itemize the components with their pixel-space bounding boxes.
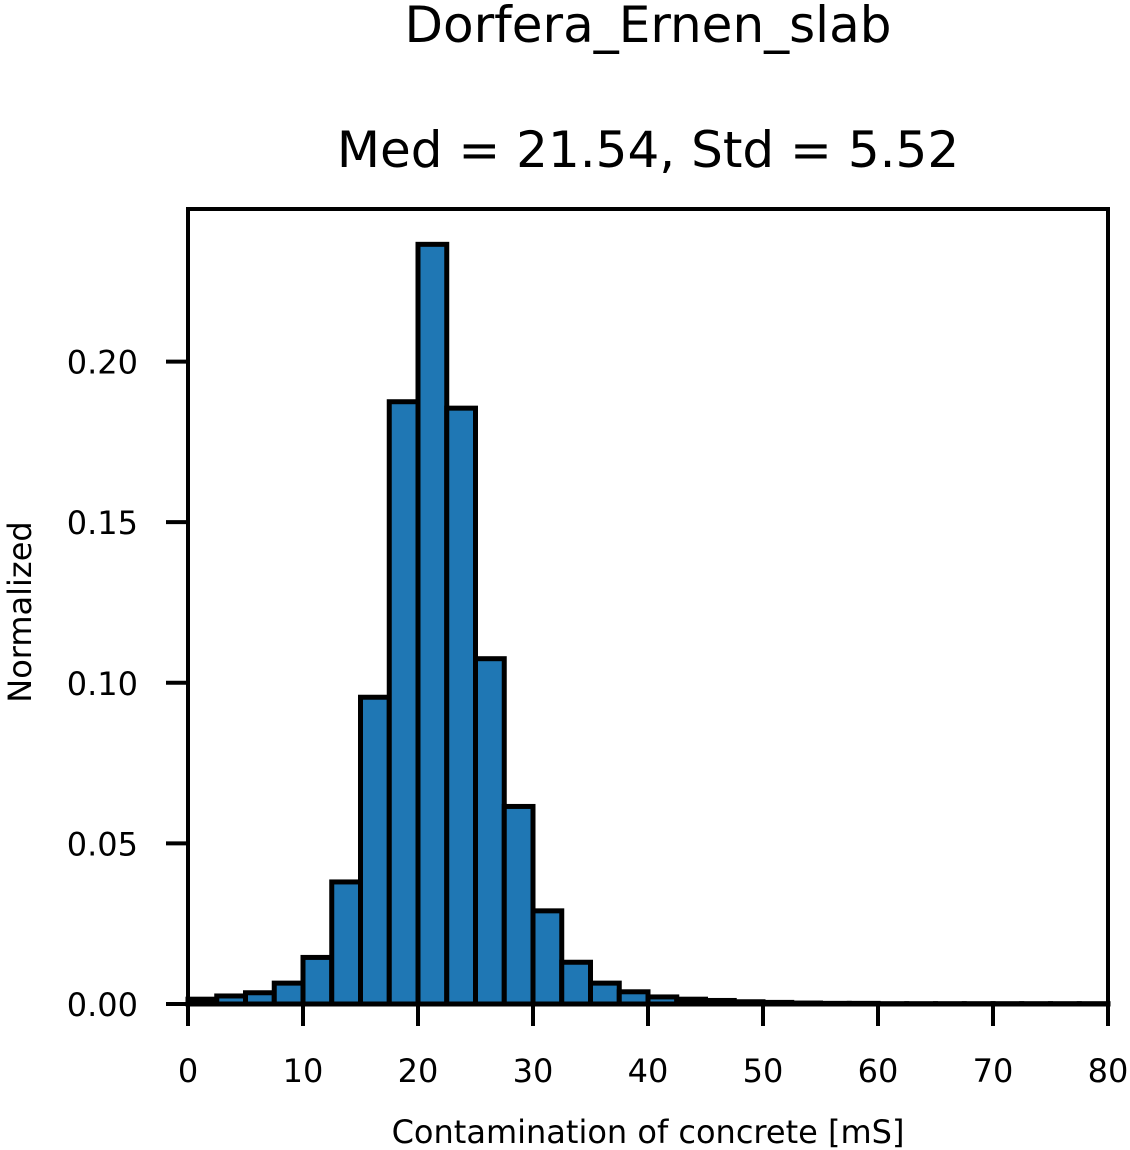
x-tick-label: 10 [283,1052,324,1090]
chart-subtitle: Med = 21.54, Std = 5.52 [337,121,959,179]
x-tick-label: 60 [858,1052,899,1090]
y-tick-label: 0.05 [67,825,138,863]
x-tick-label: 0 [178,1052,198,1090]
x-tick-label: 30 [513,1052,554,1090]
chart-title: Dorfera_Ernen_slab [405,0,892,54]
histogram-bar [300,954,335,1007]
histogram-bar [329,879,363,1007]
bars-group [185,241,1111,1007]
y-tick-label: 0.20 [67,344,138,382]
y-tick-label: 0.10 [67,665,138,703]
histogram-bar [530,908,565,1007]
histogram-bar [473,656,507,1007]
x-axis-label: Contamination of concrete [mS] [392,1113,905,1150]
x-tick-label: 40 [628,1052,669,1090]
x-tick-label: 80 [1088,1052,1129,1090]
x-tick-label: 20 [398,1052,439,1090]
y-tick-label: 0.15 [67,504,138,542]
histogram-bar [358,694,392,1007]
histogram-bar [271,980,306,1007]
x-tick-label: 70 [973,1052,1014,1090]
plot-frame [186,207,1110,1006]
y-tick-label: 0.00 [67,986,138,1024]
histogram-bar [501,803,536,1007]
histogram-bar [415,241,450,1007]
x-tick-label: 50 [743,1052,784,1090]
y-axis-ticks: 0.00 0.05 0.10 0.15 0.20 [67,344,188,1024]
x-axis-ticks: 0 10 20 30 40 50 60 70 80 [178,1004,1129,1090]
histogram-bar [588,980,622,1007]
histogram-bar [444,405,478,1007]
y-axis-label: Normalized [1,521,39,702]
histogram-bar [386,399,421,1007]
histogram-bar [559,959,593,1007]
